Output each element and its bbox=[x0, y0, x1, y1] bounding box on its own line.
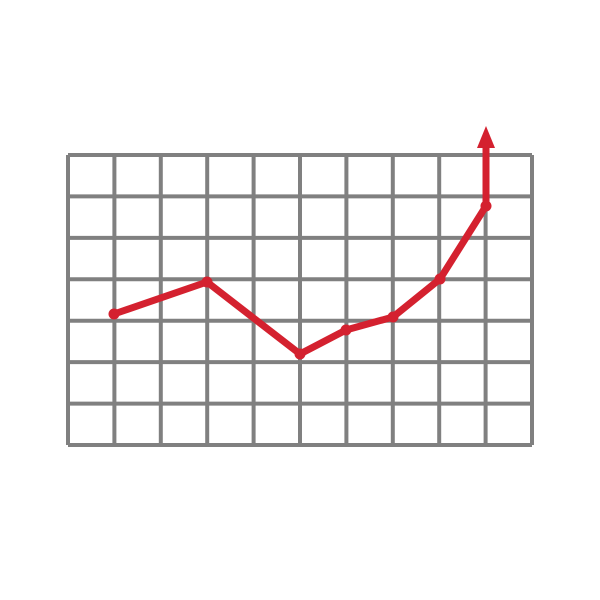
data-point bbox=[109, 309, 120, 320]
data-point bbox=[202, 277, 213, 288]
line-chart bbox=[0, 0, 600, 600]
data-point bbox=[481, 201, 492, 212]
data-point bbox=[435, 274, 446, 285]
data-point bbox=[295, 349, 306, 360]
data-point bbox=[388, 312, 399, 323]
data-point bbox=[341, 325, 352, 336]
chart-svg bbox=[0, 0, 600, 600]
